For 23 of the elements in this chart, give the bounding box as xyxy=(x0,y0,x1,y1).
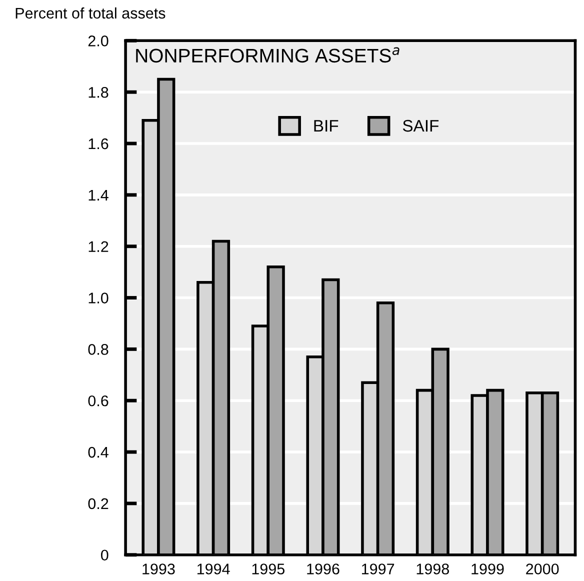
y-tick-label: 0 xyxy=(100,550,108,561)
y-tick-label: 0.2 xyxy=(88,498,108,510)
chart-title: NONPERFORMING ASSETS$^{a}$ xyxy=(136,47,400,63)
y-tick-label: 2.0 xyxy=(88,36,108,46)
y-tick-label: 1.6 xyxy=(88,138,108,150)
x-tick-label: 1997 xyxy=(362,564,394,574)
x-tick-label: 1999 xyxy=(472,564,504,574)
y-tick-label: 1.4 xyxy=(88,190,108,200)
y-axis-title: Percent of total assets xyxy=(16,7,166,19)
x-tick-label: 1996 xyxy=(307,564,340,574)
y-tick-label: 0.6 xyxy=(88,395,108,406)
legend-label: BIF xyxy=(314,120,338,132)
x-tick-label: 2000 xyxy=(526,564,559,574)
x-tick-label: 1995 xyxy=(252,564,284,574)
y-tick-label: 1.2 xyxy=(88,241,108,252)
x-tick-label: 1993 xyxy=(142,564,175,574)
legend-label: SAIF xyxy=(402,120,439,132)
y-tick-label: 1.8 xyxy=(88,86,108,98)
y-tick-label: 0.8 xyxy=(88,344,108,355)
x-tick-label: 1994 xyxy=(197,564,230,574)
y-tick-label: 0.4 xyxy=(88,446,108,458)
x-tick-label: 1998 xyxy=(416,564,449,574)
y-tick-label: 1.0 xyxy=(88,292,108,304)
